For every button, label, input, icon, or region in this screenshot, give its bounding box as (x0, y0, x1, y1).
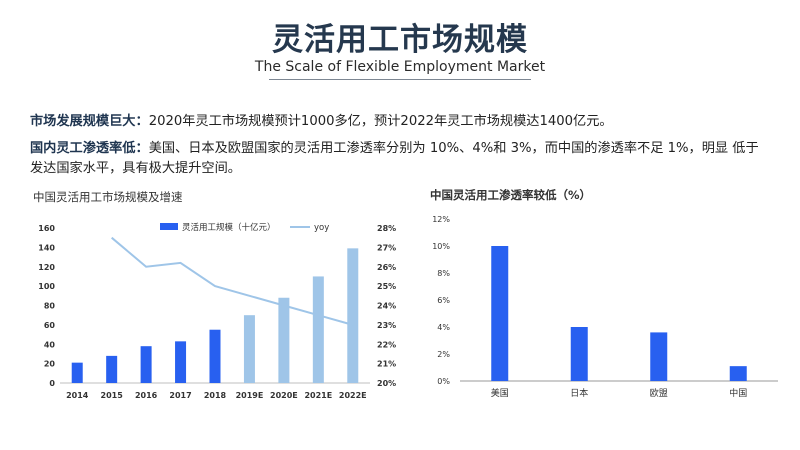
y-tick-label: 4% (437, 323, 450, 332)
y-right-tick-label: 21% (377, 360, 396, 369)
page-subtitle: The Scale of Flexible Employment Market (254, 59, 546, 75)
y-tick-label: 8% (437, 269, 450, 278)
y-left-tick-label: 0 (49, 379, 55, 388)
x-tick-label: 日本 (570, 387, 588, 399)
y-left-tick-label: 80 (44, 302, 56, 311)
y-right-tick-label: 23% (377, 321, 396, 330)
x-tick-label: 2016 (135, 391, 158, 400)
y-right-tick-label: 26% (377, 263, 396, 272)
y-tick-label: 10% (432, 242, 450, 251)
legend-label-yoy: yoy (314, 223, 329, 233)
left-chart-title: 中国灵活用工市场规模及增速 (33, 190, 183, 204)
right-chart-title: 中国灵活用工渗透率较低（%） (430, 188, 592, 202)
bar-2022E (347, 248, 359, 383)
x-tick-label: 2022E (339, 391, 367, 400)
paragraph-text: 美国、日本及欧盟国家的灵活用工渗透率分别为 10%、4%和 3%，而中国的渗透率… (30, 141, 759, 176)
x-tick-label: 2014 (66, 391, 89, 400)
bar-2016 (140, 346, 152, 383)
bar-2018 (209, 329, 221, 383)
y-left-tick-label: 100 (38, 282, 55, 291)
y-left-tick-label: 120 (38, 263, 55, 272)
bar-2015 (106, 355, 118, 383)
y-tick-label: 6% (437, 296, 450, 305)
y-tick-label: 12% (432, 215, 450, 224)
y-right-tick-label: 25% (377, 282, 396, 291)
legend-label-scale: 灵活用工规模（十亿元） (182, 222, 276, 233)
y-left-tick-label: 140 (38, 243, 55, 252)
x-tick-label: 中国 (729, 387, 747, 399)
bar-欧盟 (650, 332, 668, 381)
x-tick-label: 2015 (101, 391, 124, 400)
market-scale-chart: 0 20 40 60 80 100 120 140 160 20% 21% 22% 23% 24% 25% 2… (38, 222, 396, 400)
subtitle-underline (269, 79, 531, 80)
y-left-tick-label: 60 (44, 321, 56, 330)
page-title: 灵活用工市场规模 (272, 22, 528, 58)
y-left-tick-label: 40 (44, 340, 56, 349)
paragraph-text: 2020年灵工市场规模预计1000多亿，预计2022年灵工市场规模达1400亿元… (148, 114, 613, 129)
legend-swatch-scale (160, 223, 178, 230)
y-right-tick-label: 20% (377, 379, 396, 388)
x-tick-label: 2020E (270, 391, 298, 400)
penetration-chart: 0% 2% 4% 6% 8% 10% 12% 美国 日本 欧盟 中国 (432, 215, 778, 399)
x-tick-label: 2021E (304, 391, 332, 400)
bar-中国 (729, 366, 747, 381)
y-tick-label: 2% (437, 350, 450, 359)
bar-2021E (312, 276, 324, 383)
x-tick-label: 欧盟 (650, 387, 668, 399)
y-right-tick-label: 27% (377, 243, 396, 252)
paragraph-label: 国内灵工渗透率低： (30, 141, 149, 156)
paragraph-penetration: 国内灵工渗透率低：美国、日本及欧盟国家的灵活用工渗透率分别为 10%、4%和 3… (30, 139, 770, 179)
y-right-tick-label: 22% (377, 340, 396, 349)
y-left-tick-label: 160 (38, 224, 55, 233)
x-tick-label: 美国 (491, 387, 509, 399)
x-tick-label: 2019E (236, 391, 264, 400)
bar-2020E (278, 297, 290, 383)
x-tick-label: 2018 (204, 391, 227, 400)
y-right-tick-label: 28% (377, 224, 396, 233)
bar-2014 (71, 362, 83, 383)
bar-2017 (175, 341, 187, 383)
y-left-tick-label: 20 (44, 360, 56, 369)
paragraph-label: 市场发展规模巨大： (30, 114, 149, 129)
yoy-line (111, 236, 354, 326)
x-tick-label: 2017 (169, 391, 191, 400)
y-right-tick-label: 24% (377, 302, 396, 311)
paragraph-market-scale: 市场发展规模巨大：2020年灵工市场规模预计1000多亿，预计2022年灵工市场… (30, 112, 770, 132)
y-tick-label: 0% (437, 377, 450, 386)
bar-2019E (243, 315, 255, 383)
bar-日本 (570, 327, 588, 381)
bar-美国 (491, 246, 509, 381)
